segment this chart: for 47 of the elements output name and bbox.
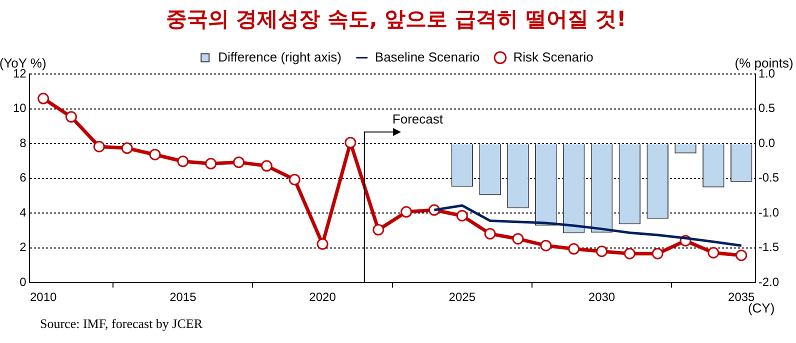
point bbox=[484, 228, 496, 240]
x-tick-label: 2015 bbox=[170, 290, 197, 304]
point bbox=[260, 160, 272, 172]
legend-label: Difference (right axis) bbox=[218, 49, 342, 64]
x-tick-label: 2030 bbox=[588, 290, 616, 304]
point bbox=[736, 250, 748, 262]
y2-tick-label: 0.5 bbox=[758, 101, 776, 116]
y-tick-label: 8 bbox=[20, 136, 27, 150]
point bbox=[93, 140, 105, 152]
legend-label: Baseline Scenario bbox=[374, 49, 480, 64]
point bbox=[149, 148, 161, 160]
point bbox=[512, 233, 524, 245]
y2-tick-label: -0.5 bbox=[758, 170, 780, 185]
y-tick-label: 10 bbox=[12, 101, 27, 116]
point bbox=[540, 240, 552, 252]
point bbox=[316, 238, 328, 250]
point bbox=[344, 136, 356, 148]
point bbox=[233, 156, 245, 168]
point bbox=[65, 111, 77, 123]
point bbox=[121, 142, 133, 154]
x-tick-label: 2020 bbox=[309, 290, 336, 304]
source-note: Source: IMF, forecast by JCER bbox=[40, 316, 203, 332]
point bbox=[177, 156, 189, 168]
point bbox=[568, 243, 580, 255]
y2-tick-label: -1.0 bbox=[758, 205, 780, 220]
y-tick-label: 6 bbox=[20, 170, 27, 185]
y-tick-label: 4 bbox=[20, 205, 27, 220]
chart-title: 중국의 경제성장 속도, 앞으로 급격히 떨어질 것! bbox=[166, 7, 626, 32]
point bbox=[456, 210, 468, 222]
y-tick-label: 0 bbox=[20, 274, 27, 289]
y-tick-label: 2 bbox=[20, 240, 27, 254]
y2-tick-label: 0.0 bbox=[758, 136, 776, 150]
x-tick-label: 2025 bbox=[448, 290, 476, 304]
legend-label: Risk Scenario bbox=[513, 49, 594, 64]
point bbox=[708, 246, 720, 258]
point bbox=[652, 248, 664, 260]
point bbox=[372, 224, 384, 236]
ref-line-label: Forecast bbox=[392, 111, 444, 126]
x-tick-label: 2010 bbox=[30, 290, 57, 304]
point bbox=[288, 174, 300, 186]
point bbox=[596, 246, 608, 258]
point bbox=[38, 92, 50, 104]
point bbox=[205, 158, 217, 170]
y2-tick-label: -1.5 bbox=[758, 240, 780, 254]
point bbox=[624, 248, 636, 260]
point bbox=[400, 206, 412, 218]
y2-tick-label: -2.0 bbox=[758, 274, 780, 289]
